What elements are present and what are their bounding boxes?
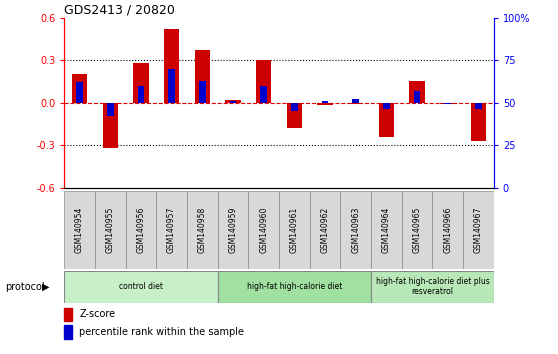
- Bar: [321, 101, 329, 103]
- Bar: [107, 103, 114, 116]
- Text: protocol: protocol: [6, 282, 45, 292]
- Bar: [195, 50, 210, 103]
- Bar: [64, 191, 95, 269]
- Bar: [413, 91, 421, 103]
- Bar: [199, 81, 206, 103]
- Bar: [156, 191, 187, 269]
- Bar: [218, 271, 371, 303]
- Bar: [291, 103, 298, 111]
- Bar: [218, 191, 248, 269]
- Bar: [279, 191, 310, 269]
- Bar: [379, 103, 394, 137]
- Bar: [475, 103, 482, 109]
- Bar: [410, 81, 425, 103]
- Text: GSM140963: GSM140963: [351, 207, 360, 253]
- Bar: [103, 103, 118, 148]
- Bar: [126, 191, 156, 269]
- Bar: [168, 69, 175, 103]
- Bar: [187, 191, 218, 269]
- Bar: [64, 325, 72, 339]
- Text: GSM140965: GSM140965: [412, 207, 422, 253]
- Text: GSM140967: GSM140967: [474, 207, 483, 253]
- Text: GSM140959: GSM140959: [228, 207, 238, 253]
- Text: control diet: control diet: [119, 282, 163, 291]
- Bar: [95, 191, 126, 269]
- Text: high-fat high-calorie diet: high-fat high-calorie diet: [247, 282, 342, 291]
- Text: ▶: ▶: [42, 282, 49, 292]
- Bar: [310, 191, 340, 269]
- Bar: [256, 60, 271, 103]
- Text: GSM140954: GSM140954: [75, 207, 84, 253]
- Bar: [471, 103, 486, 141]
- Bar: [463, 191, 494, 269]
- Bar: [383, 103, 390, 109]
- Text: GSM140957: GSM140957: [167, 207, 176, 253]
- Bar: [287, 103, 302, 128]
- Text: high-fat high-calorie diet plus
resveratrol: high-fat high-calorie diet plus resverat…: [376, 277, 489, 296]
- Bar: [318, 103, 333, 105]
- Bar: [225, 100, 240, 103]
- Text: GSM140966: GSM140966: [443, 207, 453, 253]
- Text: GSM140961: GSM140961: [290, 207, 299, 253]
- Text: Z-score: Z-score: [79, 309, 116, 319]
- Bar: [72, 74, 87, 103]
- Bar: [133, 63, 148, 103]
- Text: GSM140962: GSM140962: [320, 207, 330, 253]
- Bar: [340, 191, 371, 269]
- Bar: [64, 308, 72, 321]
- Bar: [64, 271, 218, 303]
- Bar: [260, 86, 267, 103]
- Text: percentile rank within the sample: percentile rank within the sample: [79, 327, 244, 337]
- Text: GSM140955: GSM140955: [105, 207, 115, 253]
- Text: GSM140960: GSM140960: [259, 207, 268, 253]
- Bar: [348, 103, 363, 104]
- Text: GSM140964: GSM140964: [382, 207, 391, 253]
- Text: GSM140958: GSM140958: [198, 207, 207, 253]
- Bar: [432, 191, 463, 269]
- Bar: [248, 191, 279, 269]
- Text: GDS2413 / 20820: GDS2413 / 20820: [64, 4, 175, 17]
- Bar: [371, 271, 494, 303]
- Bar: [371, 191, 402, 269]
- Bar: [440, 103, 455, 104]
- Bar: [229, 101, 237, 103]
- Bar: [444, 103, 451, 104]
- Bar: [164, 29, 179, 103]
- Text: GSM140956: GSM140956: [136, 207, 146, 253]
- Bar: [402, 191, 432, 269]
- Bar: [137, 86, 145, 103]
- Bar: [352, 99, 359, 103]
- Bar: [76, 82, 83, 103]
